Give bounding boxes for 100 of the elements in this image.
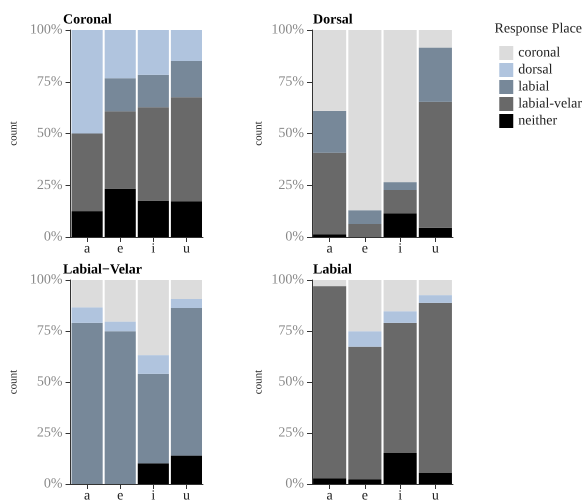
y-tick-label: 50%: [278, 126, 304, 141]
bar: [348, 346, 382, 480]
bar: [104, 78, 136, 112]
bar: [170, 61, 202, 98]
bar: [138, 355, 169, 374]
x-tick-label: e: [117, 488, 124, 503]
y-tick-label: 100%: [271, 272, 304, 288]
y-tick-label: 25%: [36, 426, 63, 440]
y-tick-label: 100%: [30, 272, 63, 288]
bar: [418, 302, 452, 473]
y-tick-label: 75%: [36, 74, 63, 90]
y-tick-label: 75%: [278, 324, 304, 338]
bar: [313, 152, 346, 234]
bar: [313, 478, 346, 484]
bar: [384, 322, 417, 453]
bar: [384, 452, 417, 484]
bar: [313, 234, 346, 237]
bar: [104, 30, 136, 78]
chart-title: Dorsal: [313, 12, 353, 28]
bar: [72, 322, 103, 484]
x-tick-label: a: [84, 242, 92, 256]
bar: [104, 188, 136, 237]
bar: [418, 30, 452, 48]
bar: [418, 472, 452, 484]
bar: [170, 308, 202, 456]
bar: [138, 463, 169, 484]
x-tick-label: e: [362, 242, 368, 256]
bar: [72, 134, 103, 212]
bar: [384, 280, 417, 312]
y-tick-label: 75%: [36, 324, 63, 338]
y-axis-title: count: [252, 121, 264, 146]
legend-label: labial-velar: [518, 96, 582, 112]
legend-label: labial: [518, 80, 550, 94]
y-tick-label: 50%: [278, 374, 304, 390]
bar: [138, 74, 169, 108]
y-tick-label: 75%: [278, 74, 304, 90]
legend-label: dorsal: [518, 62, 553, 78]
y-tick-label: 0%: [44, 476, 63, 492]
y-axis-title: count: [252, 370, 264, 394]
x-tick-label: i: [398, 488, 402, 503]
x-tick-label: a: [326, 242, 334, 256]
bar: [138, 280, 169, 356]
bar: [313, 286, 346, 478]
bar: [138, 374, 169, 464]
bar: [104, 280, 136, 322]
legend-label: neither: [518, 114, 558, 128]
chart-title: Labial−Velar: [63, 262, 142, 278]
y-axis-title: count: [8, 370, 20, 394]
x-tick-label: e: [117, 242, 124, 256]
bar: [384, 213, 417, 237]
y-axis-title: count: [8, 121, 20, 146]
x-tick-label: i: [151, 488, 156, 503]
x-tick-label: u: [432, 242, 439, 256]
x-tick-label: u: [182, 488, 190, 503]
y-tick-label: 25%: [36, 178, 63, 193]
x-tick-label: a: [326, 488, 334, 503]
bar: [72, 211, 103, 237]
y-tick-label: 25%: [278, 178, 304, 193]
bar: [348, 210, 382, 224]
bar: [170, 30, 202, 62]
bar: [313, 110, 346, 153]
x-tick-label: i: [151, 242, 156, 256]
y-tick-label: 100%: [271, 22, 304, 38]
bar: [72, 30, 103, 134]
y-tick-label: 25%: [278, 426, 304, 440]
x-tick-label: u: [432, 488, 439, 503]
bar: [384, 190, 417, 214]
bar: [104, 322, 136, 332]
bar: [384, 311, 417, 323]
bar: [313, 280, 346, 286]
bar: [348, 480, 382, 484]
bar: [138, 107, 169, 201]
bar: [348, 280, 382, 332]
bar: [170, 201, 202, 237]
bar: [138, 200, 169, 237]
bar: [170, 280, 202, 299]
bar: [170, 298, 202, 308]
bar: [418, 280, 452, 296]
bar: [418, 48, 452, 102]
bar: [170, 97, 202, 202]
bar: [313, 30, 346, 111]
bar: [418, 228, 452, 237]
chart-title: Labial: [313, 262, 352, 278]
bar: [104, 111, 136, 189]
legend-label: coronal: [518, 46, 560, 60]
bar: [348, 224, 382, 237]
y-tick-label: 0%: [285, 230, 304, 244]
bar: [170, 456, 202, 484]
y-tick-label: 50%: [36, 374, 63, 390]
bar: [384, 182, 417, 190]
bar: [138, 30, 169, 75]
x-tick-label: e: [362, 488, 368, 503]
x-tick-label: u: [182, 242, 190, 256]
x-tick-label: i: [398, 242, 402, 256]
chart-title: Coronal: [63, 12, 112, 28]
bar: [348, 30, 382, 210]
bar: [72, 307, 103, 323]
y-tick-label: 50%: [36, 126, 63, 141]
y-tick-label: 100%: [30, 22, 63, 38]
bar: [418, 102, 452, 228]
